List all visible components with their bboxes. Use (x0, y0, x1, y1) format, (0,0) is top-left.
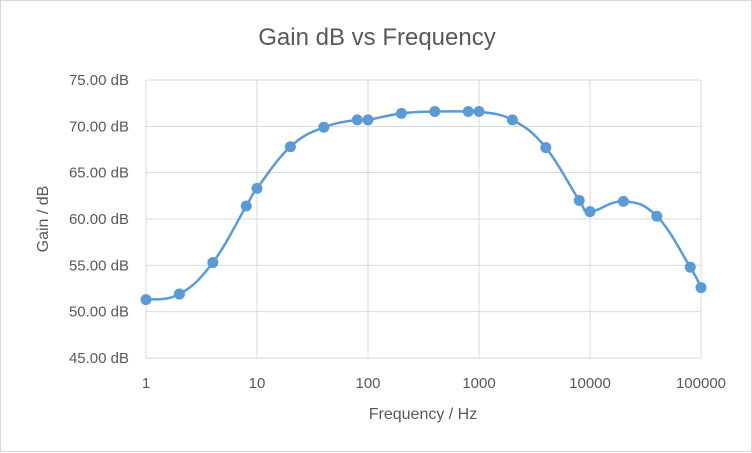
data-point (540, 142, 552, 154)
data-point (140, 294, 152, 306)
data-point (318, 121, 330, 133)
data-point (395, 107, 407, 119)
data-point (506, 114, 518, 126)
x-axis-label: Frequency / Hz (369, 406, 477, 423)
data-point (462, 106, 474, 118)
x-tick-label: 1000 (462, 375, 495, 392)
data-point (173, 288, 185, 300)
data-point (573, 194, 585, 206)
y-tick-label: 50.00 dB (69, 304, 129, 321)
data-point (362, 114, 374, 126)
y-tick-label: 65.00 dB (69, 165, 129, 182)
chart-title: Gain dB vs Frequency (258, 24, 495, 51)
y-axis-label: Gain / dB (35, 186, 52, 253)
data-point (473, 106, 485, 118)
data-point (684, 261, 696, 273)
data-point (351, 114, 363, 126)
data-point (651, 210, 663, 222)
data-point (584, 206, 596, 218)
y-tick-label: 60.00 dB (69, 211, 129, 228)
x-tick-label: 100 (355, 375, 380, 392)
data-point (617, 195, 629, 207)
x-tick-label: 1 (142, 375, 150, 392)
y-tick-label: 75.00 dB (69, 72, 129, 89)
y-tick-label: 45.00 dB (69, 350, 129, 367)
data-point (429, 106, 441, 118)
x-tick-label: 10000 (569, 375, 611, 392)
data-point (695, 282, 707, 294)
data-point (240, 200, 252, 212)
x-tick-labels: 1 10 100 1000 10000 100000 (142, 375, 726, 392)
series-line (145, 109, 703, 301)
y-tick-label: 55.00 dB (69, 257, 129, 274)
gridlines (145, 79, 702, 359)
x-tick-label: 100000 (676, 375, 726, 392)
series-points (140, 106, 707, 306)
y-tick-label: 70.00 dB (69, 118, 129, 135)
data-point (284, 141, 296, 153)
y-tick-labels: 45.00 dB 50.00 dB 55.00 dB 60.00 dB 65.00 dB… (69, 72, 129, 367)
x-tick-label: 10 (249, 375, 266, 392)
data-point (251, 182, 263, 194)
data-point (207, 257, 219, 269)
